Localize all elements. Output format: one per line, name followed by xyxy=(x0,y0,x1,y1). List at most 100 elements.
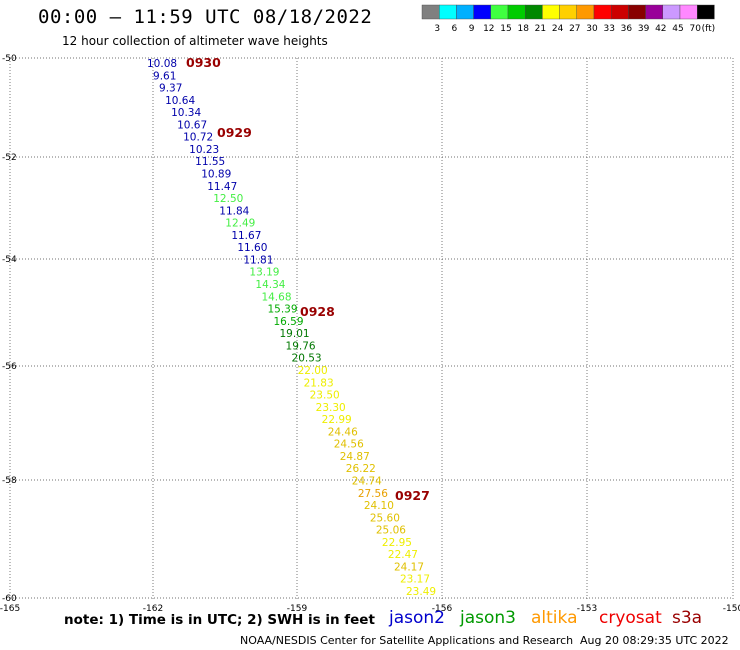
latitude-label: -50 xyxy=(2,54,17,64)
legend-cryosat: cryosat xyxy=(599,608,662,628)
latitude-label: -60 xyxy=(2,594,17,604)
colorbar-label: 18 xyxy=(517,24,529,34)
swh-value: 24.87 xyxy=(340,451,370,463)
swh-value: 10.89 xyxy=(201,169,231,181)
swh-value: 23.50 xyxy=(310,390,340,402)
swh-value: 24.10 xyxy=(364,500,394,512)
colorbar-swatch xyxy=(679,4,698,20)
legend-jason2: jason2 xyxy=(389,608,445,628)
swh-value: 24.56 xyxy=(334,439,364,451)
colorbar-label: 42 xyxy=(655,24,666,34)
colorbar-swatch xyxy=(576,4,595,20)
swh-value: 10.23 xyxy=(189,144,219,156)
swh-value: 26.22 xyxy=(346,463,376,475)
latitude-label: -56 xyxy=(2,362,17,372)
swh-value: 11.47 xyxy=(207,181,237,193)
swh-value: 12.49 xyxy=(225,218,255,230)
swh-value: 21.83 xyxy=(304,377,334,389)
colorbar-label: 33 xyxy=(603,24,614,34)
swh-value: 16.59 xyxy=(273,316,303,328)
swh-value: 25.60 xyxy=(370,512,400,524)
swh-value: 12.50 xyxy=(213,193,243,205)
color-legend: 3 6 9 12 15 18 21 24 27 30 33 36 39 42 45 70 (ft) xyxy=(421,4,716,34)
colorbar-label: 24 xyxy=(552,24,564,34)
swh-value: 14.68 xyxy=(261,291,291,303)
axis-labels: -50 -52 -54 -56 -58 -60-165 -162 -159 -156 -153 -1… xyxy=(0,54,740,614)
swh-value: 11.81 xyxy=(243,254,273,266)
colorbar-swatch xyxy=(645,4,663,20)
swh-value: 11.60 xyxy=(237,242,267,254)
colorbar-swatch xyxy=(439,4,457,20)
longitude-label: -153 xyxy=(577,604,597,614)
footnote: note: 1) Time is in UTC; 2) SWH is in fe… xyxy=(64,612,375,628)
swh-value: 14.34 xyxy=(255,279,285,291)
swh-value: 9.61 xyxy=(153,70,176,82)
swh-value: 10.67 xyxy=(177,119,207,131)
time-marker: 0929 xyxy=(217,125,252,140)
swh-value: 22.99 xyxy=(322,414,352,426)
colorbar-swatch xyxy=(456,4,474,20)
swh-value: 10.64 xyxy=(165,95,195,107)
colorbar-swatch xyxy=(490,4,509,20)
colorbar-swatch xyxy=(662,4,681,20)
colorbar-label: 9 xyxy=(469,24,475,34)
colorbar-label: 70 xyxy=(689,24,701,34)
time-marker: 0927 xyxy=(395,488,430,503)
swh-value: 10.72 xyxy=(183,132,213,144)
satellite-track: 10.089.619.3710.6410.3410.6710.7210.2311… xyxy=(147,58,436,598)
longitude-label: -150 xyxy=(723,604,740,614)
colorbar-swatch xyxy=(611,4,629,20)
time-marker: 0928 xyxy=(300,304,335,319)
swh-value: 19.01 xyxy=(280,328,310,340)
colorbar-swatch xyxy=(507,4,526,20)
map-grid xyxy=(9,57,734,600)
colorbar-swatch xyxy=(473,4,492,20)
swh-value: 23.49 xyxy=(406,586,436,598)
colorbar-label: 6 xyxy=(452,24,458,34)
colorbar-label: 3 xyxy=(434,24,440,34)
generation-timestamp: Aug 20 08:29:35 UTC 2022 xyxy=(580,634,729,647)
colorbar-label: 15 xyxy=(500,24,511,34)
colorbar-swatch xyxy=(628,4,646,20)
swh-value: 20.53 xyxy=(292,353,322,365)
colorbar-swatch xyxy=(542,4,560,20)
swh-value: 27.56 xyxy=(358,488,388,500)
legend-altika: altika xyxy=(531,608,578,628)
colorbar-label: 21 xyxy=(535,24,546,34)
legend-jason3: jason3 xyxy=(460,608,516,628)
longitude-label: -156 xyxy=(432,604,453,614)
swh-value: 25.06 xyxy=(376,525,406,537)
time-marker: 0930 xyxy=(186,55,221,70)
colorbar-label: 30 xyxy=(586,24,598,34)
swh-value: 10.08 xyxy=(147,58,177,70)
colorbar-swatch xyxy=(525,4,543,20)
colorbar-swatch xyxy=(697,4,715,20)
swh-value: 9.37 xyxy=(159,83,182,95)
map-title: 00:00 – 11:59 UTC 08/18/2022 xyxy=(38,6,373,28)
swh-value: 23.17 xyxy=(400,574,430,586)
latitude-label: -52 xyxy=(2,153,17,163)
time-markers: 0930 0929 0928 0927 xyxy=(186,55,430,503)
longitude-label: -165 xyxy=(0,604,20,614)
swh-value: 13.19 xyxy=(249,267,279,279)
latitude-label: -58 xyxy=(2,476,17,486)
swh-value: 24.74 xyxy=(352,475,382,487)
swh-value: 22.47 xyxy=(388,549,418,561)
swh-value: 10.34 xyxy=(171,107,201,119)
swh-value: 11.84 xyxy=(219,205,249,217)
map-subtitle: 12 hour collection of altimeter wave hei… xyxy=(62,34,328,48)
swh-value: 22.95 xyxy=(382,537,412,549)
colorbar-label: (ft) xyxy=(702,24,716,34)
credit-line: NOAA/NESDIS Center for Satellite Applica… xyxy=(240,634,574,647)
colorbar-swatch xyxy=(593,4,612,20)
colorbar-label: 45 xyxy=(672,24,683,34)
swh-value: 19.76 xyxy=(286,340,316,352)
swh-value: 11.55 xyxy=(195,156,225,168)
colorbar-label: 36 xyxy=(621,24,633,34)
longitude-label: -162 xyxy=(143,604,163,614)
colorbar-swatch xyxy=(559,4,577,20)
latitude-label: -54 xyxy=(2,255,17,265)
legend-s3a: s3a xyxy=(672,608,703,628)
colorbar-label: 39 xyxy=(638,24,650,34)
